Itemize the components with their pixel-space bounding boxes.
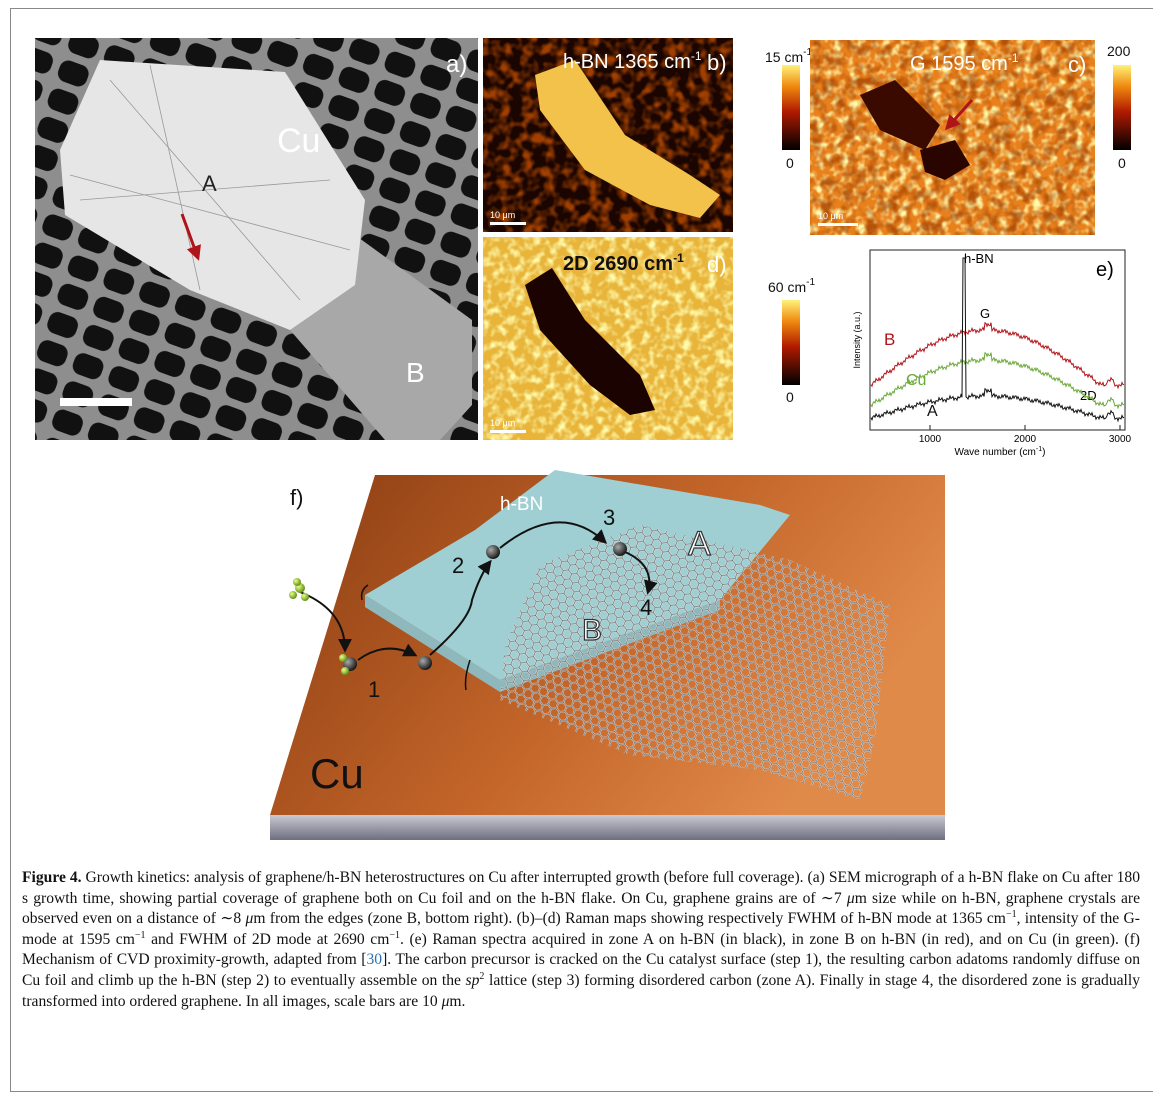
region-label: Cu	[277, 122, 320, 160]
colorbar-max: 15 cm-1	[765, 47, 812, 65]
panel-e: 1000 2000 3000 Wave number (cm-1) Intens…	[852, 250, 1132, 458]
panel-label: c)	[1068, 52, 1086, 77]
colorbar-min: 0	[786, 155, 794, 171]
y-axis-title: Intensity (a.u.)	[852, 311, 862, 368]
x-axis-title: Wave number (cm-1)	[955, 446, 1046, 458]
caption-text: μ	[847, 890, 855, 907]
caption-label: Figure 4.	[22, 869, 82, 886]
caption-sup: −1	[135, 930, 146, 941]
step-label: 2	[452, 553, 464, 578]
zone-label: A	[202, 171, 217, 196]
reference-link[interactable]: 30	[366, 951, 382, 968]
precursor	[289, 578, 309, 601]
legend-label: B	[884, 330, 895, 349]
page: a) Cu A B 10 μm h-BN 1365 cm-1 b) 15 cm-…	[0, 0, 1153, 1097]
panel-b: 10 μm h-BN 1365 cm-1 b) 15 cm-1 0	[483, 38, 812, 232]
panel-a: a) Cu A B	[35, 38, 478, 440]
colorbar	[782, 300, 800, 385]
scale-label: 10 μm	[490, 418, 515, 428]
slab-edge	[270, 815, 945, 840]
colorbar-min: 0	[1118, 155, 1126, 171]
title-text: G 1595 cm	[910, 53, 1008, 75]
panel-label: e)	[1096, 259, 1114, 281]
x-tick-label: 2000	[1014, 434, 1037, 445]
title-sup: -1	[691, 49, 702, 63]
hbn-label: h-BN	[500, 494, 543, 515]
x-tick-label: 3000	[1109, 434, 1132, 445]
title-text: h-BN 1365 cm	[563, 51, 691, 73]
step-label: 4	[640, 595, 652, 620]
axis-text: )	[1042, 447, 1045, 458]
panel-label: f)	[290, 485, 303, 510]
panel-c: 10 μm G 1595 cm-1 c) 200 0	[810, 40, 1131, 235]
colorbar-sup: -1	[806, 277, 815, 288]
scale-label: 10 μm	[490, 210, 515, 220]
axis-text: Wave number (cm	[955, 447, 1036, 458]
title-sup: -1	[1008, 51, 1019, 65]
colorbar	[782, 65, 800, 150]
scale-bar	[60, 398, 132, 406]
atom	[486, 545, 500, 559]
peak-label: G	[980, 306, 990, 321]
atom	[418, 656, 432, 670]
figure-caption: Figure 4. Growth kinetics: analysis of g…	[22, 868, 1140, 1012]
panel-label: a)	[446, 51, 467, 78]
colorbar-max: 200	[1107, 43, 1131, 59]
caption-sup: −1	[389, 930, 400, 941]
caption-text: m.	[449, 993, 465, 1010]
zone-label: B	[406, 357, 425, 388]
x-tick-label: 1000	[919, 434, 942, 445]
map-title: h-BN 1365 cm-1	[563, 49, 702, 73]
colorbar-text: 60 cm	[768, 279, 806, 295]
panel-label: b)	[707, 50, 727, 75]
map-title: G 1595 cm-1	[910, 51, 1019, 75]
colorbar	[1113, 65, 1131, 150]
panel-d: 10 μm 2D 2690 cm-1 d) 60 cm-1 0	[483, 237, 815, 440]
scale-bar	[490, 222, 526, 225]
legend-label: A	[927, 403, 938, 420]
atom	[613, 542, 627, 556]
colorbar-text: 15 cm	[765, 49, 803, 65]
peak-label: h-BN	[964, 251, 994, 266]
caption-text: m from the edges (zone B, bottom right).…	[253, 910, 1006, 927]
scale-bar	[490, 430, 526, 433]
step-label: 1	[368, 677, 380, 702]
colorbar-min: 0	[786, 389, 794, 405]
caption-text: sp	[466, 972, 480, 989]
title-text: 2D 2690 cm	[563, 253, 673, 275]
panel-f: f) h-BN 1 2 3 4 A B Cu	[270, 470, 945, 840]
panel-label: d)	[707, 252, 727, 277]
colorbar-max: 60 cm-1	[768, 277, 815, 295]
zone-label: A	[688, 525, 711, 563]
map-title: 2D 2690 cm-1	[563, 251, 684, 275]
caption-text: and FWHM of 2D mode at 2690 cm	[146, 931, 390, 948]
step-label: 3	[603, 505, 615, 530]
zone-label: B	[582, 614, 602, 647]
scale-label: 10 μm	[818, 211, 843, 221]
cu-label: Cu	[310, 750, 364, 797]
scale-bar	[818, 223, 858, 226]
plot-frame	[870, 250, 1125, 430]
figure: a) Cu A B 10 μm h-BN 1365 cm-1 b) 15 cm-…	[0, 0, 1153, 860]
caption-sup: −1	[1006, 909, 1017, 920]
title-sup: -1	[673, 251, 684, 265]
